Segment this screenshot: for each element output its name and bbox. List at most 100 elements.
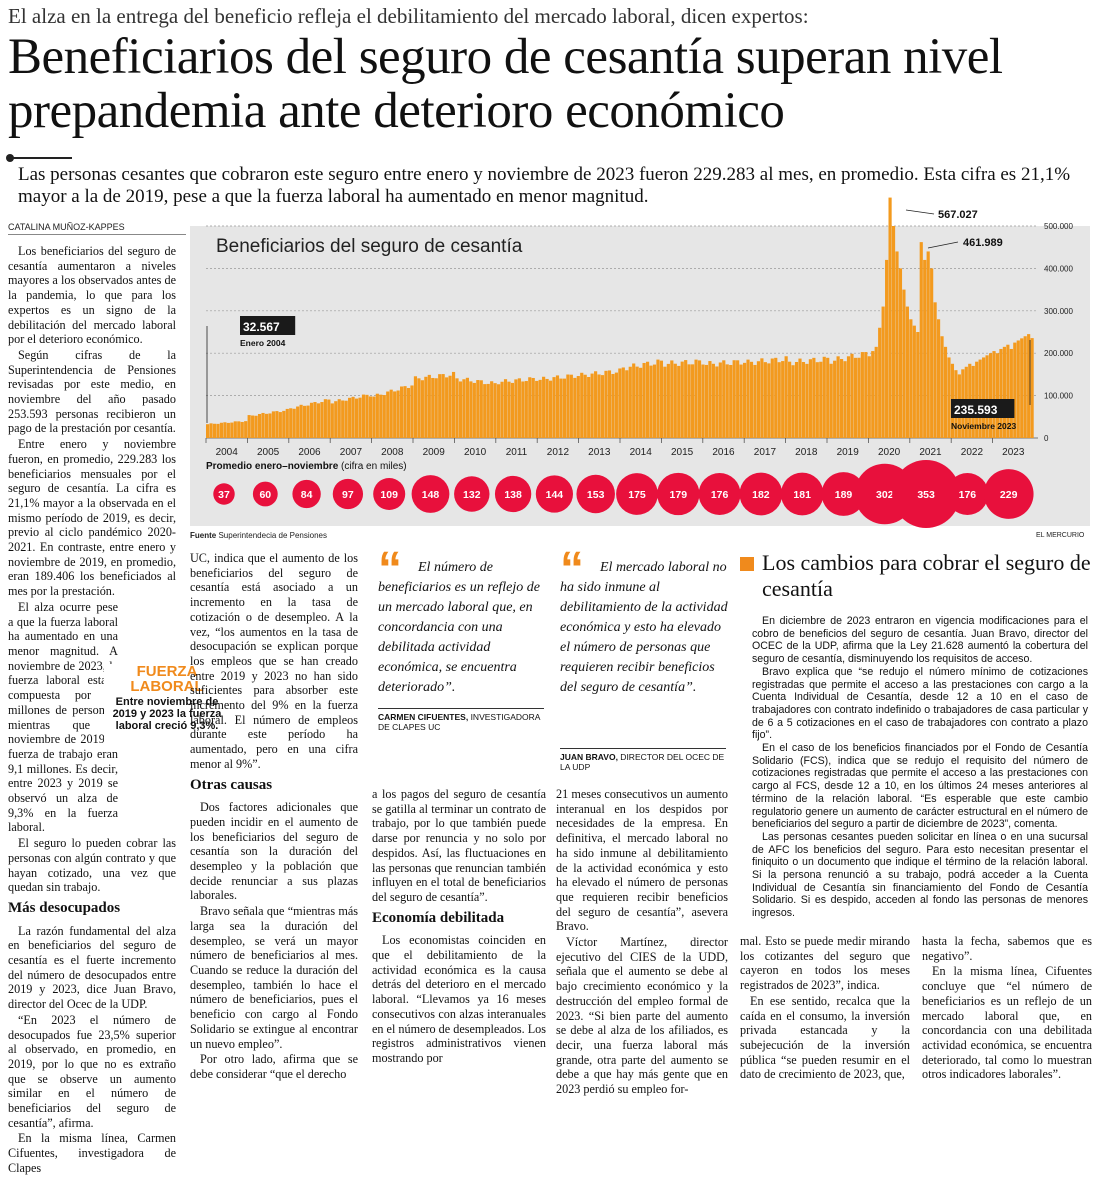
paragraph: Según cifras de la Superintendencia de P… (8, 347, 176, 436)
bar (576, 376, 580, 438)
bar (857, 357, 861, 438)
bar (1009, 348, 1013, 438)
average-value: 138 (504, 489, 522, 501)
bar (742, 362, 747, 438)
bar (497, 384, 501, 438)
bar (438, 374, 442, 438)
average-bubble (780, 472, 824, 516)
bar (625, 370, 629, 438)
bar (704, 364, 709, 438)
average-value: 84 (301, 489, 313, 501)
bar (680, 361, 684, 438)
bar (528, 377, 532, 438)
average-bubble (616, 473, 658, 515)
bar (264, 413, 269, 438)
average-bubble (292, 479, 321, 509)
bar (732, 360, 736, 438)
bar (916, 332, 920, 438)
bar (736, 360, 740, 438)
bar (365, 394, 369, 438)
bar (1030, 338, 1034, 438)
x-tick-label: 2006 (298, 447, 321, 458)
bar (833, 360, 837, 438)
bar (808, 359, 812, 438)
bar (1020, 338, 1024, 438)
bar (815, 362, 819, 438)
column-4: 21 meses consecutivos un aumento interan… (556, 787, 728, 1098)
average-bubble (892, 460, 961, 528)
paragraph: Por otro lado, afirma que se debe consid… (190, 1052, 358, 1081)
bar (368, 396, 372, 438)
average-bubble (657, 472, 700, 516)
average-value: 144 (546, 489, 564, 501)
x-tick-label: 2014 (630, 447, 653, 458)
y-tick-label: 100.000 (1044, 392, 1073, 401)
bar (524, 381, 528, 438)
brand: EL MERCURIO (1036, 532, 1085, 539)
bar (479, 380, 483, 438)
chart-title: Beneficiarios del seguro de cesantía (216, 236, 523, 257)
bar (628, 366, 632, 438)
bar (230, 422, 234, 438)
average-bubble (535, 475, 574, 513)
bar (777, 362, 781, 438)
bar (864, 352, 868, 438)
paragraph: En diciembre de 2023 entraron en vigenci… (752, 615, 1088, 666)
subhead: Economía debilitada (372, 909, 505, 926)
kicker: El alza en la entrega del beneficio refl… (8, 4, 809, 28)
bar (923, 259, 927, 438)
y-tick-label: 200.000 (1044, 349, 1073, 358)
bar (548, 380, 553, 438)
bar (375, 393, 379, 438)
bar (400, 386, 404, 438)
bar (839, 359, 844, 438)
bar (562, 378, 567, 438)
average-value: 148 (422, 489, 440, 501)
bar (978, 359, 982, 438)
bar (476, 380, 480, 438)
x-tick-label: 2022 (961, 447, 984, 458)
bar (919, 242, 923, 438)
column-6: hasta la fecha, sabemos que es negativo”… (922, 934, 1092, 1083)
bar (614, 372, 618, 438)
bar (320, 402, 324, 438)
x-tick-label: 2010 (464, 447, 487, 458)
bar (559, 378, 563, 438)
paragraph: mal. Esto se puede medir mirando los cot… (740, 934, 910, 993)
x-tick-label: 2008 (381, 447, 404, 458)
bar (943, 346, 948, 438)
bar (701, 364, 705, 438)
bar (254, 415, 258, 438)
x-tick-label: 2016 (712, 447, 735, 458)
box-marker-icon (740, 557, 754, 571)
average-value: 176 (959, 489, 977, 501)
quote-2-author: JUAN BRAVO, DIRECTOR DEL OCEC DE LA UDP (560, 748, 726, 772)
bar (871, 351, 875, 438)
bar (285, 408, 289, 438)
y-tick-label: 400.000 (1044, 264, 1073, 273)
bar (933, 302, 937, 438)
y-tick-label: 500.000 (1044, 222, 1073, 231)
x-tick-label: 2019 (837, 447, 860, 458)
bar (770, 358, 774, 438)
bar (853, 357, 858, 438)
bar (431, 377, 435, 438)
bar (507, 381, 511, 438)
bar (244, 421, 248, 438)
bar (417, 378, 421, 438)
bar (756, 361, 761, 438)
average-value: 60 (259, 489, 271, 501)
bar (344, 400, 348, 438)
bar (257, 413, 262, 438)
paragraph: Entre enero y noviembre fueron, en prome… (8, 437, 176, 599)
bar (843, 361, 847, 438)
paragraph: En la misma línea, Cifuentes concluye qu… (922, 964, 1092, 1082)
bar (372, 396, 376, 438)
x-tick-label: 2013 (588, 447, 611, 458)
average-bubble (821, 472, 866, 516)
bar (289, 408, 293, 438)
bar (666, 363, 670, 438)
average-value: 179 (670, 489, 688, 501)
average-value: 181 (793, 489, 811, 501)
annotation-peak-leader (905, 209, 935, 215)
